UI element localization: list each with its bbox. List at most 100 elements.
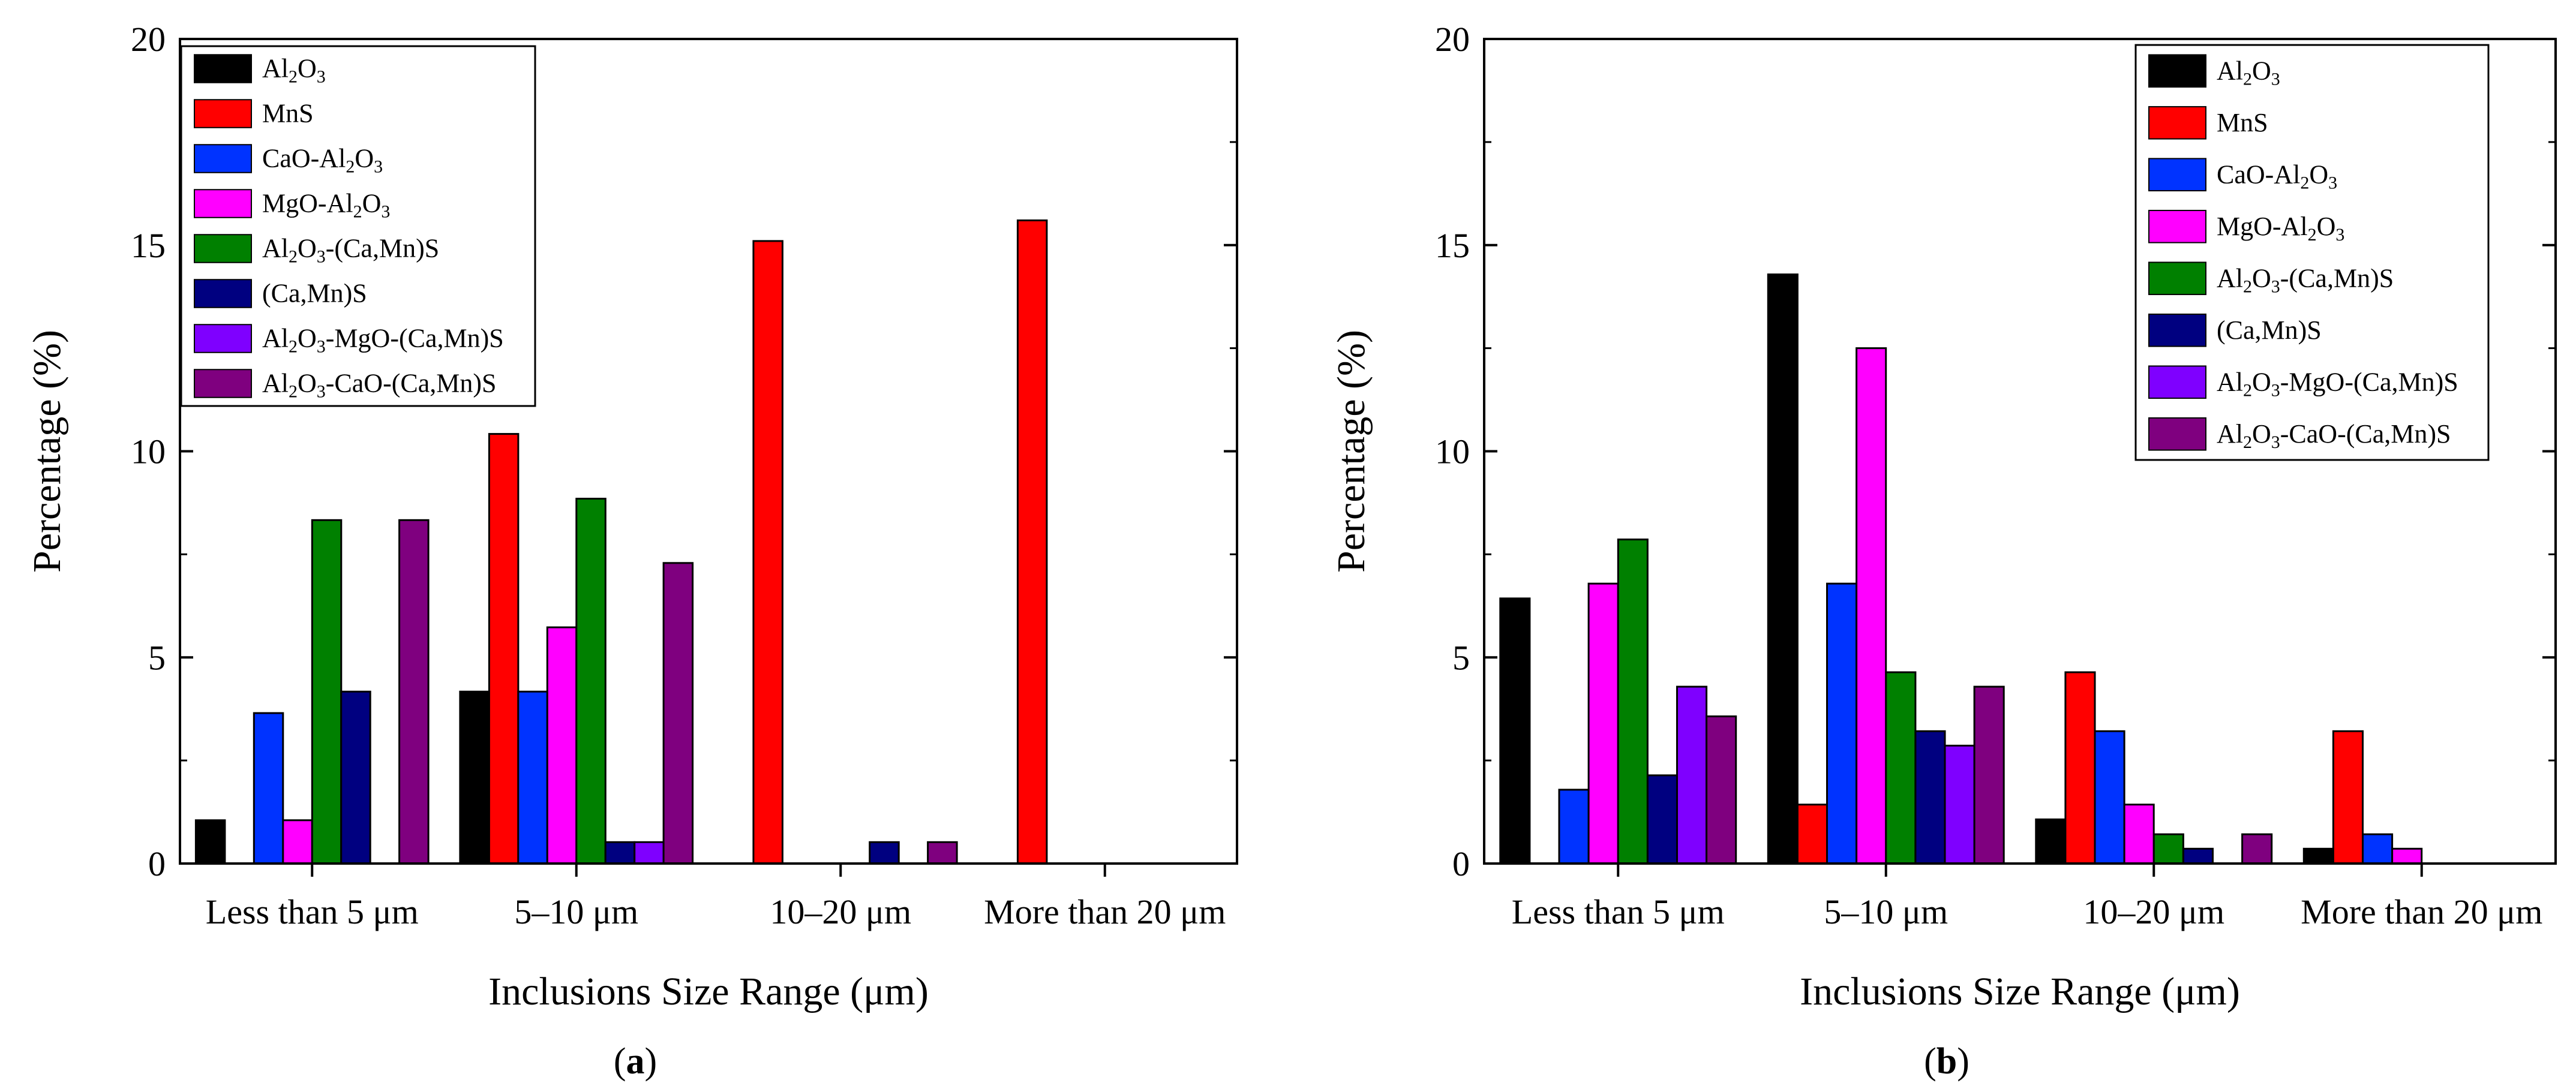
x-tick-label-a-0: Less than 5 μm <box>206 892 419 931</box>
panel-a-chart: 0 5 10 15 20 Less than 5 μm 5–10 μm 10–20 μm Mor… <box>25 20 1238 1082</box>
bar-b-s2-c2 <box>2094 730 2125 865</box>
bar-a-s7-c0 <box>398 519 430 865</box>
bar-b-s5-c1 <box>1914 730 1946 865</box>
y-tick-label-b-2: 10 <box>1435 432 1470 471</box>
y-tick-label-a-2: 10 <box>131 432 166 471</box>
legend-label-a-0: Al2O3 <box>262 54 326 87</box>
legend-swatch-a-5 <box>194 279 252 308</box>
bar-a-s5-c2 <box>869 841 900 865</box>
bar-b-s3-c2 <box>2123 804 2155 865</box>
x-tick-label-a-3: More than 20 μm <box>984 892 1226 931</box>
bar-b-s5-c0 <box>1646 774 1678 865</box>
x-tick-label-a-2: 10–20 μm <box>770 892 911 931</box>
legend-label-a-5: (Ca,Mn)S <box>262 279 367 308</box>
bar-b-s0-c2 <box>2035 818 2067 865</box>
bar-b-s7-c2 <box>2241 833 2273 865</box>
legend-label-a-7: Al2O3-CaO-(Ca,Mn)S <box>262 369 497 402</box>
bar-a-s2-c0 <box>253 712 284 865</box>
panel-b-chart: 0 5 10 15 20 Less than 5 μm 5–10 μm 10–20 μm Mor… <box>1329 20 2557 1082</box>
bar-a-s7-c1 <box>662 562 694 865</box>
bar-a-s0-c1 <box>459 690 490 865</box>
y-axis-title-a: Percentage (%) <box>25 330 69 573</box>
bar-b-s6-c0 <box>1676 685 1708 865</box>
bar-a-s1-c2 <box>752 240 783 865</box>
y-tick-label-b-4: 20 <box>1435 20 1470 59</box>
legend-swatch-a-1 <box>194 99 252 128</box>
y-axis-title-b: Percentage (%) <box>1329 330 1373 573</box>
y-tick-label-a-1: 5 <box>148 638 166 677</box>
x-tick-label-a-1: 5–10 μm <box>514 892 638 931</box>
bar-b-s0-c0 <box>1499 597 1531 865</box>
bar-a-s4-c0 <box>311 519 343 865</box>
bar-b-s1-c1 <box>1796 804 1828 865</box>
legend-label-b-4: Al2O3-(Ca,Mn)S <box>2217 263 2394 296</box>
y-tick-label-b-3: 15 <box>1435 226 1470 265</box>
legend-swatch-a-2 <box>194 144 252 173</box>
legend-label-b-2: CaO-Al2O3 <box>2217 160 2337 192</box>
x-tick-label-b-0: Less than 5 μm <box>1512 892 1725 931</box>
bar-b-s3-c3 <box>2391 847 2423 865</box>
bar-a-s5-c0 <box>340 690 371 865</box>
bar-b-s2-c0 <box>1558 789 1590 865</box>
y-tick-label-b-1: 5 <box>1452 638 1470 677</box>
bar-b-s0-c3 <box>2302 847 2334 865</box>
panel-label-b: (b) <box>1924 1041 1969 1082</box>
x-tick-label-b-2: 10–20 μm <box>2083 892 2224 931</box>
x-tick-label-b-3: More than 20 μm <box>2301 892 2542 931</box>
legend-label-b-6: Al2O3-MgO-(Ca,Mn)S <box>2217 367 2458 400</box>
bar-a-s4-c1 <box>575 498 607 865</box>
bar-a-s6-c1 <box>634 841 665 865</box>
legend-swatch-b-1 <box>2148 106 2206 140</box>
legend-label-a-2: CaO-Al2O3 <box>262 144 383 177</box>
legend-label-b-7: Al2O3-CaO-(Ca,Mn)S <box>2217 419 2451 452</box>
bar-a-s1-c3 <box>1016 219 1048 865</box>
bar-b-s3-c1 <box>1856 347 1887 865</box>
legend-label-b-5: (Ca,Mn)S <box>2217 315 2322 345</box>
panel-label-a: (a) <box>614 1041 657 1082</box>
y-tick-label-b-0: 0 <box>1452 844 1470 883</box>
legend-label-a-3: MgO-Al2O3 <box>262 189 390 222</box>
bar-b-s3-c0 <box>1587 582 1619 865</box>
legend-swatch-a-3 <box>194 189 252 218</box>
bar-a-s3-c0 <box>282 819 313 865</box>
legend-swatch-b-3 <box>2148 209 2206 243</box>
legend-label-b-0: Al2O3 <box>2217 56 2280 89</box>
legend-swatch-a-6 <box>194 324 252 353</box>
bar-b-s4-c0 <box>1617 539 1649 865</box>
bar-a-s1-c1 <box>488 433 520 865</box>
y-tick-label-a-4: 20 <box>131 20 166 59</box>
bar-b-s4-c2 <box>2152 833 2184 865</box>
bar-a-s2-c1 <box>517 690 548 865</box>
x-tick-label-b-1: 5–10 μm <box>1824 892 1948 931</box>
bar-a-s0-c0 <box>194 819 226 865</box>
legend-swatch-a-4 <box>194 234 252 263</box>
x-axis-title-a: Inclusions Size Range (μm) <box>488 970 929 1013</box>
legend-swatch-b-0 <box>2148 54 2206 88</box>
bar-b-s6-c1 <box>1944 744 1975 865</box>
bar-b-s1-c3 <box>2332 730 2364 865</box>
legend-swatch-b-2 <box>2148 158 2206 192</box>
legend-swatch-a-7 <box>194 369 252 398</box>
bar-b-s1-c2 <box>2064 671 2096 865</box>
bar-b-s2-c3 <box>2362 833 2394 865</box>
legend-label-b-3: MgO-Al2O3 <box>2217 212 2344 245</box>
legend-swatch-a-0 <box>194 54 252 83</box>
legend-label-b-1: MnS <box>2217 108 2268 137</box>
y-tick-label-a-0: 0 <box>148 844 166 883</box>
x-axis-title-b: Inclusions Size Range (μm) <box>1800 970 2240 1013</box>
legend-swatch-b-5 <box>2148 313 2206 347</box>
bar-b-s5-c2 <box>2182 847 2214 865</box>
legend-label-a-6: Al2O3-MgO-(Ca,Mn)S <box>262 324 504 357</box>
bar-b-s0-c1 <box>1767 273 1799 865</box>
bar-b-s7-c0 <box>1706 715 1737 865</box>
legend-swatch-b-6 <box>2148 365 2206 399</box>
bar-b-s4-c1 <box>1885 671 1917 865</box>
bar-a-s3-c1 <box>546 626 578 865</box>
bar-b-s7-c1 <box>1973 685 2005 865</box>
legend-swatch-b-4 <box>2148 261 2206 296</box>
legend-label-a-1: MnS <box>262 99 314 128</box>
legend-label-a-4: Al2O3-(Ca,Mn)S <box>262 234 439 267</box>
bar-a-s7-c2 <box>927 841 958 865</box>
bar-b-s2-c1 <box>1826 582 1858 865</box>
